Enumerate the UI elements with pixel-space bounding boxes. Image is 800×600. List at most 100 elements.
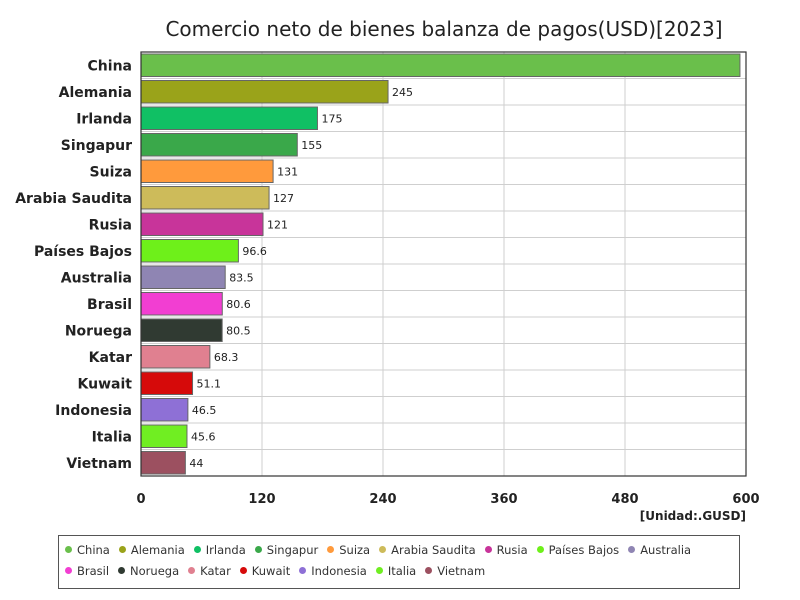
legend-item: Singapur xyxy=(254,542,319,557)
legend-label: Indonesia xyxy=(311,563,367,578)
legend-swatch xyxy=(375,567,383,574)
bar xyxy=(140,186,270,210)
legend-swatch xyxy=(118,567,126,574)
unit-label: [Unidad:.GUSD] xyxy=(640,509,746,523)
category-label: Noruega xyxy=(65,323,132,339)
x-tick-label: 600 xyxy=(732,492,759,507)
legend-item: Rusia xyxy=(484,542,528,557)
legend-swatch xyxy=(536,546,544,553)
legend-swatch xyxy=(254,546,262,553)
data-label: 44 xyxy=(189,457,203,470)
data-label: 121 xyxy=(267,218,288,231)
category-label: Irlanda xyxy=(76,111,132,127)
category-label: Arabia Saudita xyxy=(15,191,132,207)
category-label: Brasil xyxy=(87,297,132,313)
legend-swatch xyxy=(327,546,335,553)
data-label: 51.1 xyxy=(197,377,222,390)
bar xyxy=(140,159,274,183)
data-label: 155 xyxy=(301,139,322,152)
data-label: 83.5 xyxy=(229,271,254,284)
legend-swatch xyxy=(379,546,387,553)
x-tick-label: 360 xyxy=(490,492,517,507)
x-tick-label: 240 xyxy=(369,492,396,507)
legend-swatch xyxy=(425,567,433,574)
legend-label: Irlanda xyxy=(205,542,246,557)
legend-label: Katar xyxy=(200,563,231,578)
legend-label: Rusia xyxy=(496,542,528,557)
legend-item: Brasil xyxy=(65,563,109,578)
bar xyxy=(140,424,188,448)
chart-title: Comercio neto de bienes balanza de pagos… xyxy=(165,17,722,41)
category-label: Singapur xyxy=(61,138,132,154)
plot-border xyxy=(140,51,747,477)
legend-item: Vietnam xyxy=(425,563,485,578)
bar xyxy=(140,53,741,77)
legend-swatch xyxy=(484,546,492,553)
legend-item: Países Bajos xyxy=(536,542,620,557)
data-label: 80.5 xyxy=(226,324,251,337)
category-label: Suiza xyxy=(90,164,132,180)
x-tick-label: 0 xyxy=(136,492,145,507)
data-label: 127 xyxy=(273,192,294,205)
legend-label: Kuwait xyxy=(251,563,291,578)
data-label: 175 xyxy=(321,112,342,125)
legend-item: Irlanda xyxy=(193,542,246,557)
legend-item: Indonesia xyxy=(299,563,367,578)
category-label: Indonesia xyxy=(55,403,132,419)
legend-swatch xyxy=(239,567,247,574)
bar xyxy=(140,265,226,289)
category-label: Australia xyxy=(61,270,132,286)
category-label: Vietnam xyxy=(66,456,132,472)
data-label: 45.6 xyxy=(191,430,216,443)
legend-item: Kuwait xyxy=(239,563,291,578)
data-label: 245 xyxy=(392,86,413,99)
bar xyxy=(140,106,318,130)
legend-swatch xyxy=(65,546,72,553)
legend-swatch xyxy=(628,546,636,553)
data-label: 80.6 xyxy=(226,298,251,311)
bar xyxy=(140,212,264,236)
legend-item: Arabia Saudita xyxy=(379,542,476,557)
legend-item: Suiza xyxy=(327,542,370,557)
bar xyxy=(140,133,298,157)
bar xyxy=(140,371,194,395)
legend-label: Vietnam xyxy=(437,563,486,578)
plot-area: China Alemania 245 Irlanda 175 Singapur 155 Sui… xyxy=(15,51,760,507)
legend-label: Noruega xyxy=(130,563,180,578)
legend-label: Italia xyxy=(387,563,417,578)
category-label: Países Bajos xyxy=(34,244,132,260)
data-label: 46.5 xyxy=(192,404,217,417)
x-tick-label: 120 xyxy=(248,492,275,507)
legend-label: Países Bajos xyxy=(548,542,620,557)
legend-swatch xyxy=(65,567,72,574)
data-label: 131 xyxy=(277,165,298,178)
legend-item: China xyxy=(65,542,110,557)
category-label: Kuwait xyxy=(78,376,133,392)
category-label: Katar xyxy=(89,350,132,366)
legend-label: Singapur xyxy=(266,542,319,557)
legend-label: Brasil xyxy=(77,563,110,578)
bar xyxy=(140,345,211,369)
legend-item: Katar xyxy=(188,563,231,578)
category-label: Italia xyxy=(92,429,132,445)
bar xyxy=(140,318,223,342)
legend-item: Alemania xyxy=(118,542,185,557)
x-tick-label: 480 xyxy=(611,492,638,507)
legend-item: Noruega xyxy=(118,563,179,578)
legend-swatch xyxy=(193,546,201,553)
legend-label: Suiza xyxy=(339,542,371,557)
legend-label: Arabia Saudita xyxy=(391,542,476,557)
legend-label: Alemania xyxy=(130,542,185,557)
category-label: Rusia xyxy=(89,217,132,233)
legend-swatch xyxy=(299,567,307,574)
bar xyxy=(140,80,389,104)
bar xyxy=(140,451,186,475)
legend-swatch xyxy=(188,567,196,574)
legend-item: Italia xyxy=(375,563,417,578)
legend-item: Australia xyxy=(628,542,691,557)
data-label: 96.6 xyxy=(242,245,267,258)
legend-swatch xyxy=(118,546,126,553)
data-label: 68.3 xyxy=(214,351,239,364)
bar xyxy=(140,398,189,422)
